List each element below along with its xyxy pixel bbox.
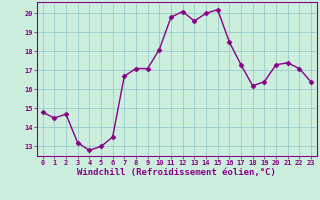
X-axis label: Windchill (Refroidissement éolien,°C): Windchill (Refroidissement éolien,°C)	[77, 168, 276, 177]
